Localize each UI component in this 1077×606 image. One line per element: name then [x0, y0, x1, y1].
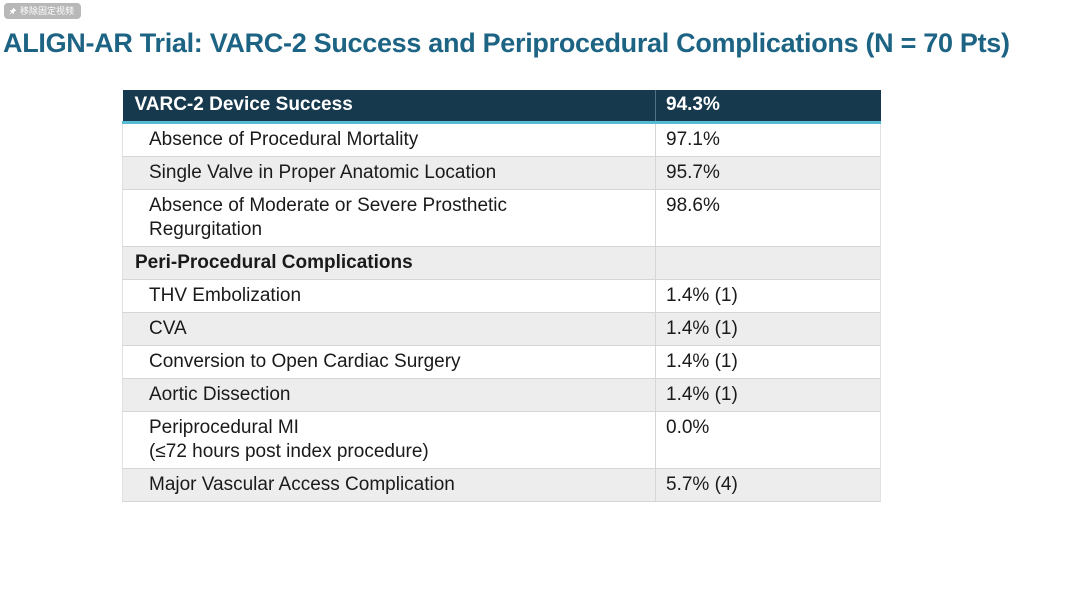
row-label: Aortic Dissection	[122, 378, 656, 412]
row-label: CVA	[122, 312, 656, 346]
row-value: 1.4% (1)	[655, 345, 881, 379]
pin-badge[interactable]: 移除固定视频	[4, 3, 82, 19]
pin-badge-label: 移除固定视频	[20, 6, 75, 16]
table-row: Aortic Dissection 1.4% (1)	[122, 378, 881, 412]
table-header-row: VARC-2 Device Success 94.3%	[122, 90, 881, 124]
varc2-results-table: VARC-2 Device Success 94.3% Absence of P…	[122, 90, 881, 502]
table-row: Major Vascular Access Complication 5.7% …	[122, 468, 881, 502]
row-value: 95.7%	[655, 156, 881, 190]
pin-icon	[8, 7, 17, 16]
row-value: 98.6%	[655, 189, 881, 247]
row-value: 1.4% (1)	[655, 378, 881, 412]
table-row: Conversion to Open Cardiac Surgery 1.4% …	[122, 345, 881, 379]
row-value: 0.0%	[655, 411, 881, 469]
row-value: 1.4% (1)	[655, 312, 881, 346]
table-row: CVA 1.4% (1)	[122, 312, 881, 346]
table-row: Absence of Moderate or Severe Prosthetic…	[122, 189, 881, 247]
table-row: Single Valve in Proper Anatomic Location…	[122, 156, 881, 190]
table-row: Absence of Procedural Mortality 97.1%	[122, 122, 881, 157]
row-label: THV Embolization	[122, 279, 656, 313]
row-label: Major Vascular Access Complication	[122, 468, 656, 502]
page-title: ALIGN-AR Trial: VARC-2 Success and Perip…	[3, 28, 1010, 58]
row-value	[655, 246, 881, 280]
row-label: Conversion to Open Cardiac Surgery	[122, 345, 656, 379]
section-label: Peri-Procedural Complications	[122, 246, 656, 280]
header-label: VARC-2 Device Success	[122, 90, 656, 124]
row-label: Absence of Procedural Mortality	[122, 122, 656, 157]
row-value: 97.1%	[655, 122, 881, 157]
row-label: Absence of Moderate or Severe Prosthetic…	[122, 189, 656, 247]
row-value: 5.7% (4)	[655, 468, 881, 502]
header-value: 94.3%	[655, 90, 881, 124]
row-value: 1.4% (1)	[655, 279, 881, 313]
table-row: Periprocedural MI (≤72 hours post index …	[122, 411, 881, 469]
row-label: Periprocedural MI (≤72 hours post index …	[122, 411, 656, 469]
table-row: THV Embolization 1.4% (1)	[122, 279, 881, 313]
row-label: Single Valve in Proper Anatomic Location	[122, 156, 656, 190]
table-section-row: Peri-Procedural Complications	[122, 246, 881, 280]
